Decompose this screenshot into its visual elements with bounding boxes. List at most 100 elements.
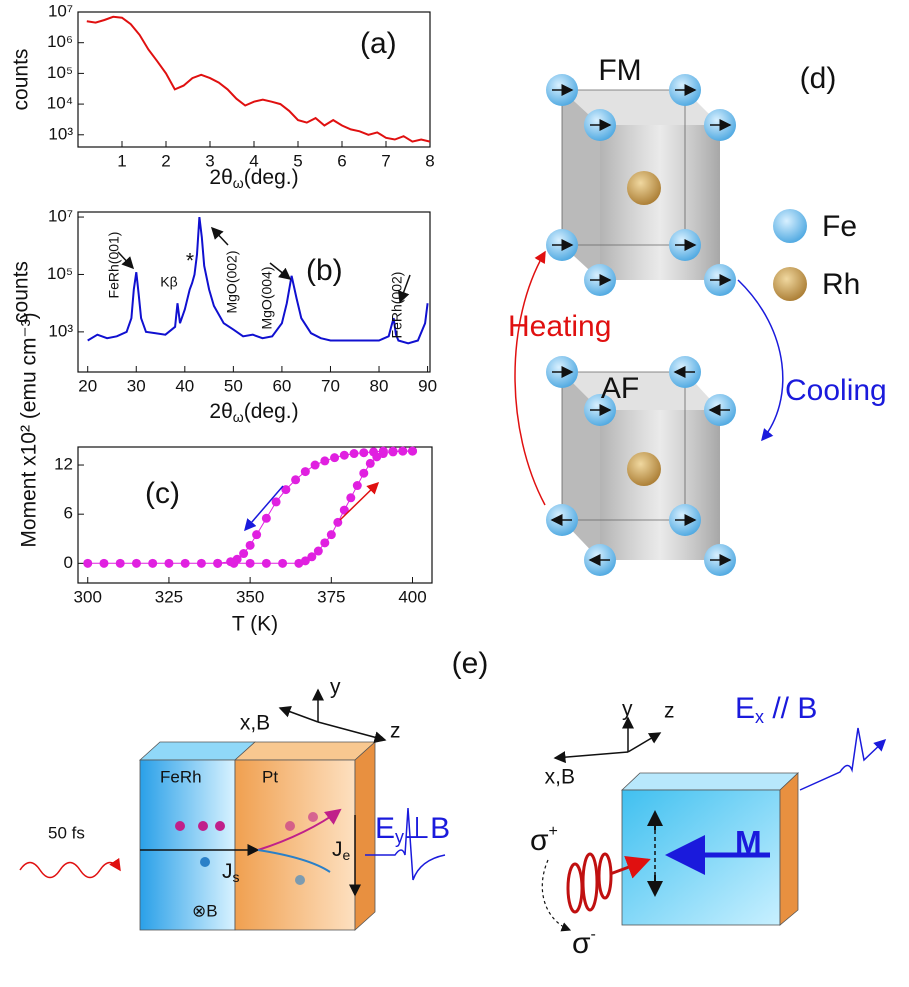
data-point	[197, 559, 206, 568]
data-point	[408, 447, 417, 456]
x-tick-label: 400	[398, 587, 426, 606]
y-axis-label: Moment x10² (emu cm⁻³)	[18, 312, 41, 547]
cube-face	[600, 125, 720, 280]
phase-label: AF	[601, 372, 639, 405]
data-point	[83, 559, 92, 568]
x-axis-label: 2θω(deg.)	[209, 166, 298, 191]
x-tick-label: 90	[418, 376, 437, 395]
data-point	[311, 461, 320, 470]
heating-arrow	[515, 252, 545, 505]
x-tick-label: 375	[317, 587, 345, 606]
emission-label: Ex // B	[735, 692, 817, 727]
cooling-label: Cooling	[785, 374, 887, 407]
y-tick-label: 10⁷	[48, 1, 73, 20]
data-point	[226, 557, 235, 566]
pulse-label: 50 fs	[48, 823, 85, 842]
x-axis-label: 2θω(deg.)	[209, 400, 298, 425]
x-tick-label: 60	[272, 376, 291, 395]
y-tick-label: 10⁴	[47, 94, 73, 113]
plot-frame	[78, 447, 432, 583]
legend-label: Fe	[822, 210, 857, 243]
data-point	[314, 547, 323, 556]
annotation: FeRh(002)	[389, 272, 405, 339]
x-tick-label: 6	[337, 151, 346, 170]
annotation: Kβ	[160, 274, 177, 290]
data-point	[99, 559, 108, 568]
x-axis-label-part: (deg.)	[244, 400, 299, 423]
field-label: ⊗B	[192, 901, 218, 920]
y-axis-label: counts	[10, 49, 33, 111]
phase-label: FM	[598, 54, 641, 87]
panel-label: (e)	[452, 647, 489, 680]
layer-label: Pt	[262, 767, 278, 786]
x-tick-label: 40	[175, 376, 194, 395]
rh-atom	[627, 452, 661, 486]
x-axis-label: T (K)	[232, 613, 278, 636]
right-schematic	[542, 718, 885, 930]
data-point	[369, 447, 378, 456]
cooling-arrow	[738, 280, 783, 440]
rh-atom	[627, 171, 661, 205]
x-tick-label: 2	[161, 151, 170, 170]
x-axis-label-part: 2θ	[209, 166, 232, 189]
polarization-label: σ-	[572, 926, 596, 960]
axis-label: y	[622, 698, 633, 721]
x-tick-label: 70	[321, 376, 340, 395]
y-tick-label: 10³	[48, 321, 73, 340]
x-axis-label-part: ω	[233, 175, 244, 191]
panel-label: (d)	[800, 62, 837, 95]
legend-label: Rh	[822, 268, 860, 301]
data-point	[327, 530, 336, 539]
data-point	[346, 493, 355, 502]
x-tick-label: 50	[224, 376, 243, 395]
annotation: MgO(004)	[259, 266, 275, 329]
data-point	[359, 469, 368, 478]
panel-label: (a)	[360, 27, 397, 60]
arrow	[245, 486, 283, 530]
plot-frame	[78, 212, 430, 372]
data-point	[213, 559, 222, 568]
data-point	[278, 559, 287, 568]
x-axis-label-part: 2θ	[209, 400, 232, 423]
axis-label: z	[390, 720, 401, 743]
data-point	[291, 475, 300, 484]
annotation: MgO(002)	[224, 250, 240, 313]
data-point	[262, 514, 271, 523]
y-tick-label: 10³	[48, 124, 73, 143]
x-tick-label: 8	[425, 151, 434, 170]
data-point	[389, 447, 398, 456]
x-tick-label: 20	[78, 376, 97, 395]
y-tick-label: 0	[64, 553, 73, 572]
data-point	[320, 456, 329, 465]
x-tick-label: 325	[155, 587, 183, 606]
x-tick-label: 1	[117, 151, 126, 170]
data-point	[366, 459, 375, 468]
data-point	[350, 449, 359, 458]
data-point	[246, 559, 255, 568]
data-point	[379, 447, 388, 456]
x-tick-label: 350	[236, 587, 264, 606]
axis-label: x,B	[240, 712, 270, 735]
arrow	[212, 228, 228, 245]
x-axis-label-part: ω	[233, 409, 244, 425]
x-tick-label: 30	[127, 376, 146, 395]
data-point	[148, 559, 157, 568]
layer-label: FeRh	[160, 767, 202, 786]
annotation: FeRh(001)	[106, 232, 122, 299]
data-point	[262, 559, 271, 568]
data-point	[320, 538, 329, 547]
x-axis-label-part: (deg.)	[244, 166, 299, 189]
polarization-label: σ+	[530, 823, 558, 857]
annotation: *	[186, 250, 194, 273]
data-point	[132, 559, 141, 568]
figure: 1234567810³10⁴10⁵10⁶10⁷counts2θω(deg.)20…	[0, 0, 909, 987]
data-point	[340, 451, 349, 460]
axis-label: x,B	[545, 766, 575, 789]
data-point	[116, 559, 125, 568]
data-point	[252, 530, 261, 539]
y-tick-label: 10⁷	[48, 207, 73, 226]
x-tick-label: 80	[370, 376, 389, 395]
data-point	[181, 559, 190, 568]
x-tick-label: 300	[74, 587, 102, 606]
